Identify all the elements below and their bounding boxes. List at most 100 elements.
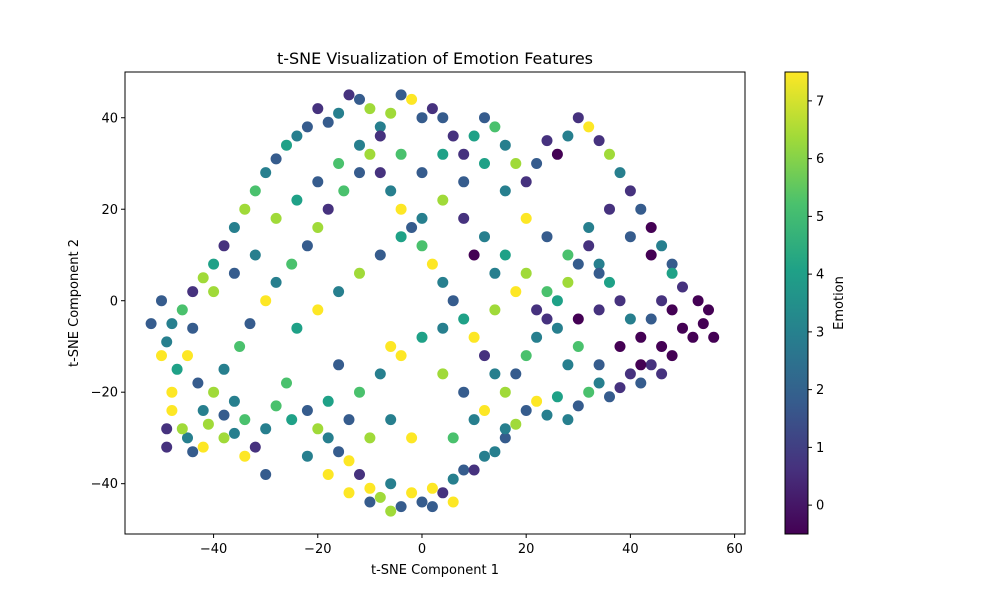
colorbar-tick-label: 4 <box>816 268 824 283</box>
scatter-point <box>437 194 449 206</box>
scatter-point <box>479 350 490 362</box>
scatter-point <box>249 185 261 197</box>
x-axis-label: t-SNE Component 1 <box>371 563 499 578</box>
scatter-point <box>301 121 313 133</box>
scatter-point <box>572 313 584 325</box>
scatter-point <box>635 203 647 215</box>
colorbar-tick-label: 3 <box>816 325 824 340</box>
scatter-point <box>260 469 272 480</box>
scatter-point <box>447 295 459 307</box>
scatter-point <box>312 176 324 188</box>
scatter-point <box>426 258 438 270</box>
scatter-point <box>697 318 709 330</box>
scatter-point <box>604 148 615 160</box>
colorbar-tick-label: 0 <box>816 499 824 514</box>
x-tick-label: 40 <box>622 542 639 557</box>
scatter-point <box>447 130 459 142</box>
scatter-point <box>687 331 699 343</box>
scatter-point <box>249 441 261 453</box>
scatter-point <box>192 377 204 389</box>
scatter-point <box>437 487 449 499</box>
scatter-point <box>468 331 480 343</box>
scatter-point <box>364 482 376 494</box>
scatter-point <box>406 432 418 444</box>
x-axis-ticks: −40 −20 0 20 40 60 <box>200 534 743 557</box>
y-axis-ticks: −40 −20 0 20 40 <box>91 111 125 492</box>
scatter-point <box>593 267 605 279</box>
scatter-point <box>416 240 428 252</box>
y-tick-label: 20 <box>101 203 118 218</box>
scatter-point <box>562 359 574 371</box>
scatter-point <box>426 103 438 115</box>
scatter-point <box>489 446 501 458</box>
chart-title: t-SNE Visualization of Emotion Features <box>277 49 593 68</box>
scatter-point <box>322 432 334 444</box>
scatter-point <box>354 469 365 480</box>
scatter-point <box>614 341 626 352</box>
scatter-point <box>541 231 553 243</box>
scatter-point <box>156 350 167 362</box>
scatter-point <box>187 286 199 298</box>
scatter-point <box>333 446 345 458</box>
scatter-point <box>176 304 188 316</box>
scatter-point <box>458 148 470 160</box>
scatter-point <box>364 432 376 444</box>
scatter-point <box>551 322 563 334</box>
scatter-point <box>166 318 178 330</box>
scatter-point <box>343 89 355 101</box>
scatter-point <box>239 414 251 426</box>
scatter-point <box>161 336 173 348</box>
scatter-point <box>572 400 584 412</box>
scatter-point <box>645 359 657 371</box>
scatter-point <box>583 240 595 252</box>
scatter-point <box>406 222 418 233</box>
scatter-point <box>520 212 532 224</box>
scatter-point <box>374 249 386 261</box>
scatter-point <box>572 341 584 352</box>
scatter-point <box>489 304 501 316</box>
x-tick-label: 0 <box>418 542 426 557</box>
scatter-point <box>624 185 636 197</box>
scatter-point <box>374 491 386 503</box>
scatter-point <box>385 478 397 490</box>
y-tick-label: 0 <box>110 294 118 309</box>
scatter-point <box>333 286 345 298</box>
scatter-point <box>583 222 595 233</box>
scatter-point <box>666 267 678 279</box>
scatter-point <box>677 281 688 293</box>
scatter-point <box>614 295 626 307</box>
scatter-point <box>187 322 199 334</box>
scatter-point <box>458 212 470 224</box>
scatter-point <box>406 93 418 105</box>
scatter-point <box>416 331 428 343</box>
scatter-point <box>270 400 282 412</box>
scatter-point <box>437 368 449 380</box>
scatter-point <box>437 148 449 160</box>
scatter-point <box>416 212 428 224</box>
scatter-point <box>374 167 386 179</box>
scatter-point <box>395 350 407 362</box>
scatter-point <box>562 276 574 288</box>
scatter-point <box>364 103 376 115</box>
scatter-point <box>624 313 636 325</box>
scatter-point <box>468 464 480 476</box>
scatter-point <box>468 414 480 426</box>
scatter-point <box>270 153 282 165</box>
scatter-point <box>322 203 334 215</box>
scatter-point <box>562 130 574 142</box>
scatter-point <box>479 158 490 169</box>
scatter-point <box>437 112 449 124</box>
scatter-point <box>703 304 714 316</box>
scatter-point <box>395 148 407 160</box>
scatter-point <box>426 482 438 494</box>
y-tick-label: 40 <box>101 111 118 126</box>
scatter-point <box>562 249 574 261</box>
scatter-point <box>520 176 532 188</box>
scatter-point <box>322 469 334 480</box>
scatter-point <box>260 295 272 307</box>
scatter-point <box>228 427 240 439</box>
colorbar-tick-label: 7 <box>816 94 824 109</box>
scatter-point <box>499 185 511 197</box>
scatter-point <box>208 286 220 298</box>
scatter-point <box>291 322 303 334</box>
